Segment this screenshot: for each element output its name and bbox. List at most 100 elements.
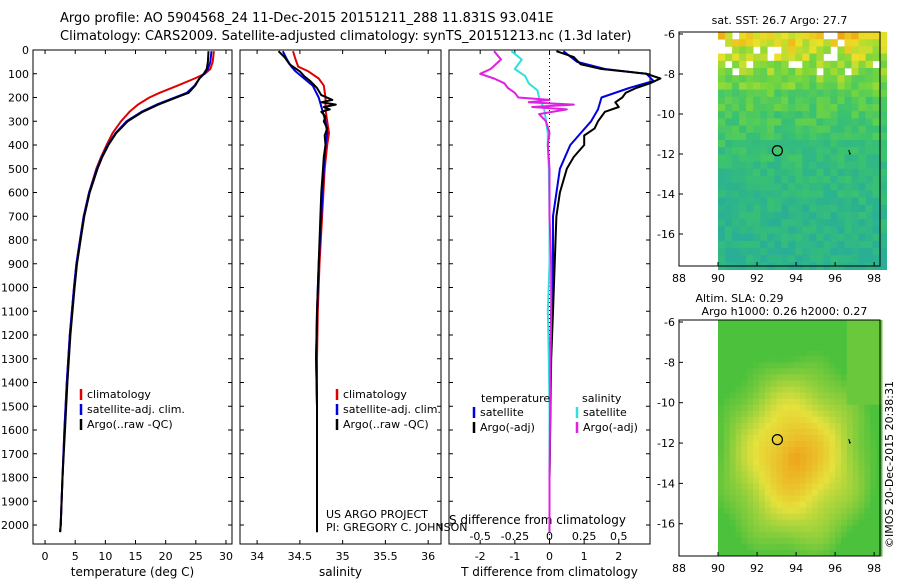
sla-cell bbox=[829, 404, 836, 412]
sst-cell bbox=[753, 60, 761, 69]
sla-cell bbox=[729, 513, 737, 521]
sla-cell bbox=[876, 465, 883, 472]
x-tick-label: -2 bbox=[475, 550, 486, 563]
sla-cell bbox=[829, 398, 836, 406]
sst-cell bbox=[753, 104, 761, 112]
sla-cell bbox=[805, 410, 813, 418]
sla-cell bbox=[852, 374, 860, 382]
sla-cell bbox=[718, 380, 725, 388]
sst-cell bbox=[795, 190, 803, 198]
sla-cell bbox=[764, 350, 772, 357]
sla-cell bbox=[788, 332, 795, 339]
sla-cell bbox=[735, 380, 742, 388]
sst-cell bbox=[809, 168, 817, 177]
sla-cell bbox=[759, 374, 766, 382]
sst-cell bbox=[830, 240, 838, 249]
sla-cell bbox=[823, 549, 830, 557]
sst-cell bbox=[732, 147, 740, 155]
track-mark bbox=[848, 149, 852, 155]
sst-cell bbox=[746, 46, 754, 54]
sst-cell bbox=[760, 226, 768, 234]
sst-cell bbox=[767, 226, 775, 234]
sst-cell bbox=[746, 212, 754, 220]
sla-cell bbox=[823, 447, 830, 454]
sst-cell bbox=[760, 154, 768, 162]
sst-cell bbox=[753, 82, 761, 90]
sla-cell bbox=[759, 422, 766, 430]
sla-cell bbox=[782, 344, 789, 351]
sla-cell bbox=[764, 525, 772, 533]
sst-cell bbox=[718, 96, 726, 105]
sst-cell bbox=[837, 140, 845, 148]
sla-cell bbox=[782, 501, 789, 509]
sla-cell bbox=[764, 398, 772, 406]
sst-cell bbox=[774, 204, 782, 213]
sla-cell bbox=[776, 326, 783, 333]
sst-cell bbox=[879, 183, 887, 191]
sla-cell bbox=[852, 338, 860, 345]
sst-cell bbox=[830, 125, 838, 134]
sst-cell bbox=[851, 197, 859, 206]
sla-cell bbox=[829, 350, 836, 357]
sla-cell bbox=[782, 326, 789, 333]
sst-cell bbox=[781, 255, 789, 263]
sla-cell bbox=[835, 471, 842, 478]
sst-cell bbox=[837, 233, 845, 242]
sla-cell bbox=[876, 404, 883, 412]
sst-cell bbox=[872, 53, 880, 62]
sst-cell bbox=[732, 204, 740, 213]
sst-cell bbox=[823, 183, 831, 191]
sla-cell bbox=[729, 459, 737, 466]
sst-cell bbox=[788, 248, 796, 256]
sst-cell bbox=[865, 226, 873, 234]
sla-cell bbox=[723, 507, 731, 515]
sst-cell bbox=[753, 68, 761, 76]
sst-cell bbox=[781, 226, 789, 234]
sst-cell bbox=[858, 82, 866, 90]
sla-cell bbox=[747, 471, 754, 478]
sst-cell bbox=[788, 46, 796, 54]
sla-cell bbox=[800, 398, 807, 406]
sla-cell bbox=[870, 380, 877, 388]
sla-cell bbox=[770, 428, 778, 436]
sla-cell bbox=[753, 428, 760, 436]
sst-cell bbox=[858, 89, 866, 98]
sst-cell bbox=[858, 219, 866, 227]
sla-cell bbox=[782, 477, 789, 484]
sla-cell bbox=[829, 531, 836, 539]
sla-cell bbox=[876, 471, 883, 478]
sst-cell bbox=[788, 168, 796, 177]
sla-cell bbox=[741, 410, 748, 418]
sst-cell bbox=[795, 154, 803, 162]
sla-cell bbox=[858, 368, 865, 375]
sla-cell bbox=[876, 495, 883, 503]
x-tick-label: 34.5 bbox=[288, 550, 313, 563]
sla-cell bbox=[852, 465, 860, 472]
sla-cell bbox=[864, 416, 871, 424]
sla-cell bbox=[841, 453, 848, 460]
sla-cell bbox=[841, 525, 848, 533]
y-tick-label: 1400 bbox=[1, 377, 29, 390]
sla-cell bbox=[759, 501, 766, 509]
sla-cell bbox=[800, 531, 807, 539]
sla-cell bbox=[852, 537, 860, 545]
sla-cell bbox=[811, 332, 819, 339]
sla-cell bbox=[864, 453, 871, 460]
sst-cell bbox=[774, 147, 782, 155]
sst-cell bbox=[753, 89, 761, 98]
sst-cell bbox=[858, 183, 866, 191]
sst-cell bbox=[879, 68, 887, 76]
sla-cell bbox=[835, 362, 842, 369]
sla-cell bbox=[764, 374, 772, 382]
sst-cell bbox=[830, 183, 838, 191]
sla-cell bbox=[735, 422, 742, 430]
sla-cell bbox=[735, 525, 742, 533]
y-tick-label: 400 bbox=[8, 139, 29, 152]
legend-label: satellite-adj. clim. bbox=[87, 403, 185, 416]
sst-cell bbox=[746, 118, 754, 126]
sla-cell bbox=[735, 374, 742, 382]
sla-cell bbox=[764, 441, 772, 448]
sla-cell bbox=[805, 435, 813, 442]
sst-cell bbox=[802, 32, 810, 40]
